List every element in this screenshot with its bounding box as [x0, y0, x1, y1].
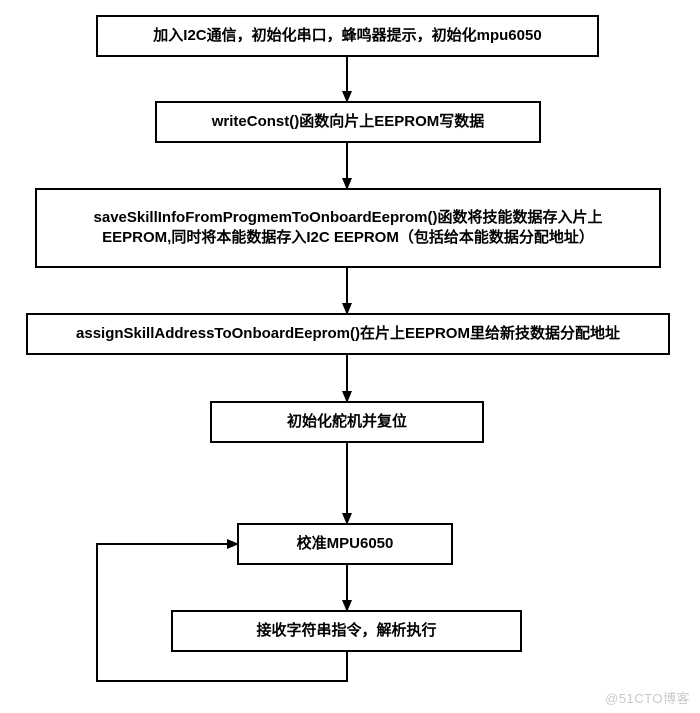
flow-node: saveSkillInfoFromProgmemToOnboardEeprom(…	[36, 189, 660, 267]
flow-node-label: writeConst()函数向片上EEPROM写数据	[211, 112, 485, 130]
flow-node: 校准MPU6050	[238, 524, 452, 564]
flow-node: writeConst()函数向片上EEPROM写数据	[156, 102, 540, 142]
nodes-layer: 加入I2C通信，初始化串口，蜂鸣器提示，初始化mpu6050 writeConst…	[27, 16, 669, 651]
flow-node-label: 接收字符串指令，解析执行	[256, 621, 436, 639]
flowchart-canvas: 加入I2C通信，初始化串口，蜂鸣器提示，初始化mpu6050 writeConst…	[0, 0, 700, 713]
flow-node-label: saveSkillInfoFromProgmemToOnboardEeprom(…	[94, 208, 603, 226]
flow-node: 加入I2C通信，初始化串口，蜂鸣器提示，初始化mpu6050	[97, 16, 598, 56]
flow-node-label: 加入I2C通信，初始化串口，蜂鸣器提示，初始化mpu6050	[152, 26, 541, 44]
flow-node-label: 校准MPU6050	[297, 534, 394, 552]
flow-node: 初始化舵机并复位	[211, 402, 483, 442]
watermark-text: @51CTO博客	[605, 688, 690, 707]
flow-node-label: 初始化舵机并复位	[287, 412, 407, 430]
flow-node: 接收字符串指令，解析执行	[172, 611, 521, 651]
arrows-layer	[97, 56, 347, 681]
flow-node-label: assignSkillAddressToOnboardEeprom()在片上EE…	[76, 324, 620, 342]
flow-node: assignSkillAddressToOnboardEeprom()在片上EE…	[27, 314, 669, 354]
flow-node-label: EEPROM,同时将本能数据存入I2C EEPROM（包括给本能数据分配地址）	[102, 228, 594, 246]
